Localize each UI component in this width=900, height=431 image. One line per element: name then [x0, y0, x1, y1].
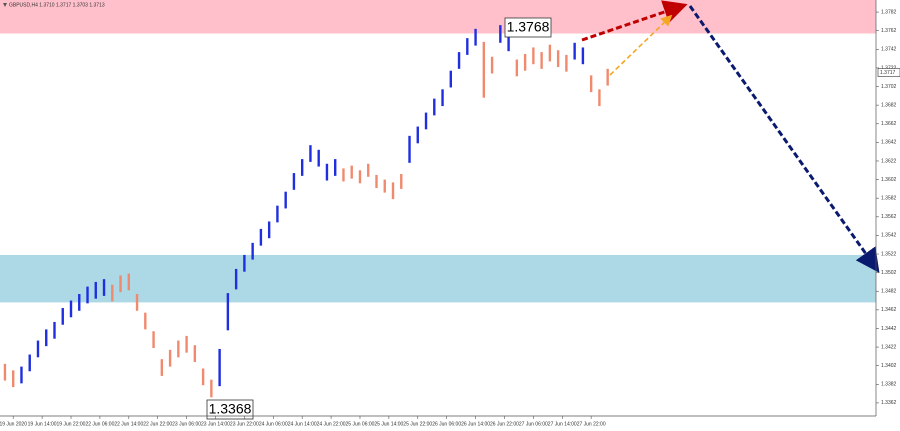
x-tick-label: 26 Jun 22:00 — [490, 421, 519, 427]
zone — [0, 0, 876, 34]
x-tick-label: 19 Jun 22:00 — [57, 421, 86, 427]
current-price-label: 1.3717 — [880, 70, 896, 76]
label-box — [206, 399, 254, 420]
y-tick-label: 1.3362 — [881, 400, 897, 406]
y-tick-label: 1.3702 — [881, 84, 897, 90]
x-tick-label: 25 Jun 14:00 — [374, 421, 403, 427]
low-label: 1.3368 — [209, 401, 252, 417]
x-tick-label: 23 Jun 06:00 — [172, 421, 201, 427]
y-tick-label: 1.3682 — [881, 102, 897, 108]
x-tick-label: 23 Jun 14:00 — [201, 421, 230, 427]
current-price-box — [877, 68, 900, 77]
x-tick-label: 22 Jun 14:00 — [114, 421, 143, 427]
x-tick-label: 27 Jun 14:00 — [548, 421, 577, 427]
x-tick-label: 26 Jun 06:00 — [432, 421, 461, 427]
y-tick-label: 1.3442 — [881, 326, 897, 332]
x-tick-label: 23 Jun 22:00 — [230, 421, 259, 427]
symbol-icon — [3, 3, 7, 7]
x-tick-label: 24 Jun 22:00 — [317, 421, 346, 427]
zone — [0, 254, 876, 303]
y-tick-label: 1.3462 — [881, 307, 897, 313]
x-tick-label: 19 Jun 14:00 — [28, 421, 57, 427]
arrow — [609, 14, 673, 76]
y-tick-label: 1.3422 — [881, 344, 897, 350]
x-tick-label: 24 Jun 14:00 — [288, 421, 317, 427]
high-label: 1.3768 — [507, 19, 550, 35]
x-tick-label: 25 Jun 06:00 — [346, 421, 375, 427]
chart-title: GBPUSD,H4 1.3710 1.3717 1.3703 1.3713 — [9, 2, 105, 8]
x-tick-label: 19 Jun 2020 — [0, 421, 27, 427]
y-tick-label: 1.3522 — [881, 251, 897, 257]
x-tick-label: 24 Jun 06:00 — [259, 421, 288, 427]
x-tick-label: 25 Jun 22:00 — [403, 421, 432, 427]
y-tick-label: 1.3542 — [881, 233, 897, 239]
y-tick-label: 1.3662 — [881, 121, 897, 127]
y-tick-label: 1.3502 — [881, 270, 897, 276]
y-tick-label: 1.3642 — [881, 140, 897, 146]
x-tick-label: 27 Jun 06:00 — [519, 421, 548, 427]
y-tick-label: 1.3562 — [881, 214, 897, 220]
y-tick-label: 1.3402 — [881, 363, 897, 369]
y-tick-label: 1.3762 — [881, 28, 897, 34]
arrow — [688, 5, 880, 273]
x-tick-label: 26 Jun 14:00 — [461, 421, 490, 427]
x-tick-label: 22 Jun 06:00 — [85, 421, 114, 427]
x-tick-label: 22 Jun 22:00 — [143, 421, 172, 427]
y-tick-label: 1.3482 — [881, 289, 897, 295]
x-tick-label: 27 Jun 22:00 — [577, 421, 606, 427]
y-tick-label: 1.3782 — [881, 9, 897, 15]
y-tick-label: 1.3722 — [881, 65, 897, 71]
y-tick-label: 1.3742 — [881, 47, 897, 53]
label-box — [504, 17, 552, 38]
y-tick-label: 1.3602 — [881, 177, 897, 183]
y-tick-label: 1.3582 — [881, 196, 897, 202]
y-tick-label: 1.3382 — [881, 382, 897, 388]
y-tick-label: 1.3622 — [881, 158, 897, 164]
